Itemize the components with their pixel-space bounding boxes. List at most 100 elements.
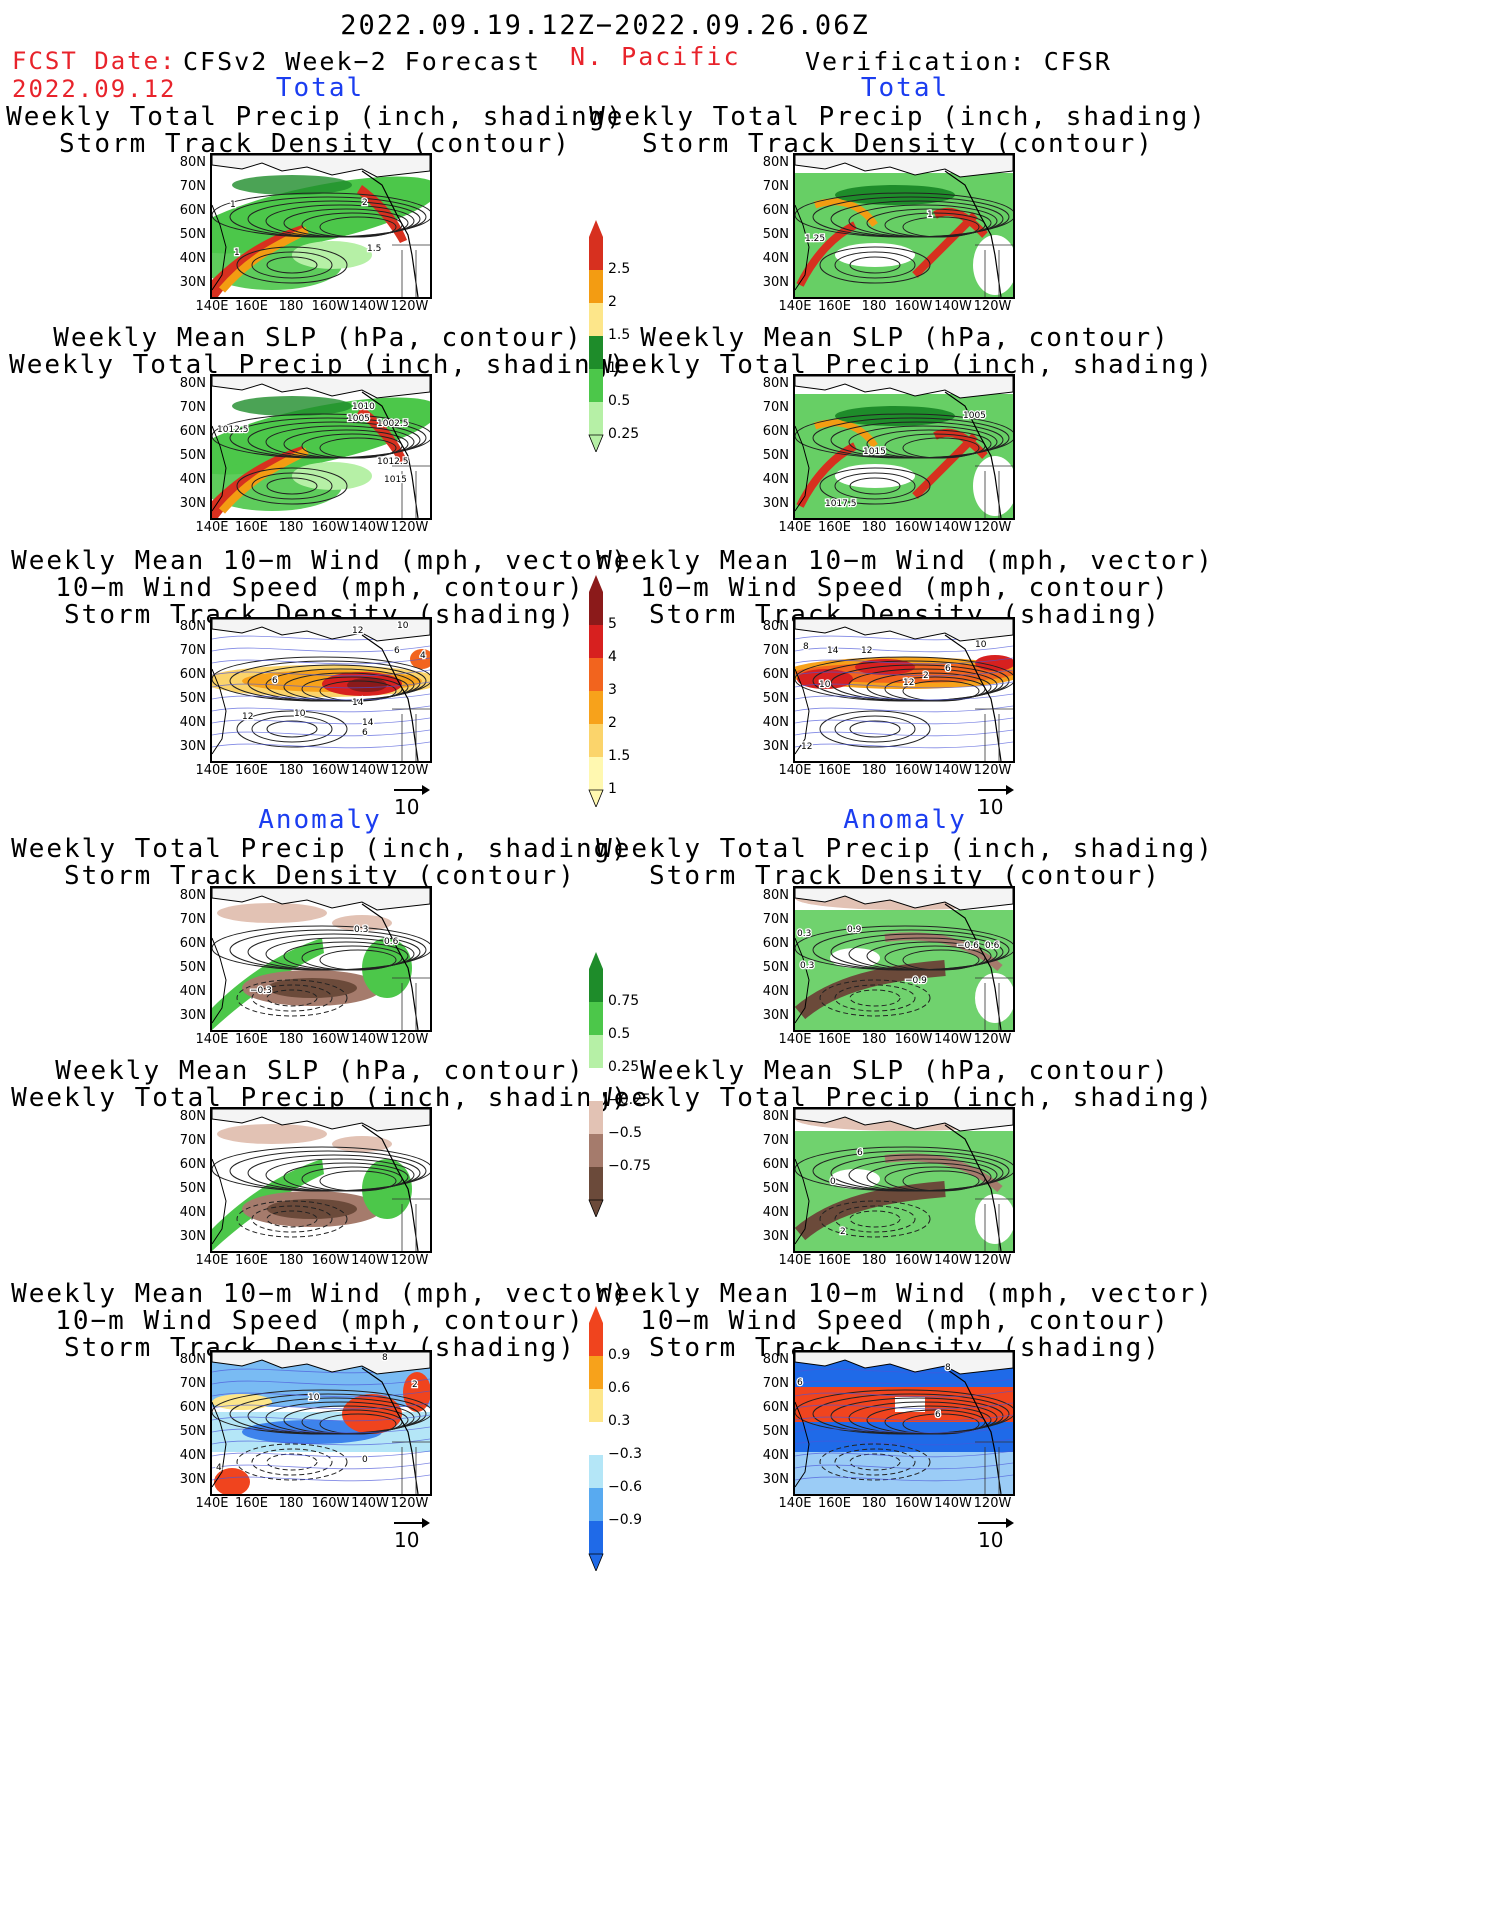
contour-label: 1 bbox=[230, 200, 236, 210]
contour-label: 10 bbox=[397, 621, 409, 631]
lon-tick-label: 180 bbox=[278, 1496, 304, 1511]
contour-label: 4 bbox=[420, 651, 426, 661]
contour-label: 0.9 bbox=[847, 925, 862, 935]
lon-tick-label: 160W bbox=[894, 763, 933, 778]
lat-tick-label: 80N bbox=[762, 376, 789, 391]
contour-label: 0.6 bbox=[985, 941, 1000, 951]
lon-tick-label: 160W bbox=[894, 1032, 933, 1047]
lat-tick-label: 70N bbox=[762, 400, 789, 415]
lon-tick-label: 160E bbox=[817, 1032, 852, 1047]
lat-tick-label: 40N bbox=[762, 1205, 789, 1220]
lat-tick-label: 50N bbox=[179, 1181, 206, 1196]
lon-tick-label: 180 bbox=[278, 763, 304, 778]
contour-label: 8 bbox=[945, 1363, 951, 1373]
title-precip-track-anom-left: Weekly Total Precip (inch, shading) Storm… bbox=[11, 834, 629, 891]
lat-tick-label: 70N bbox=[762, 1133, 789, 1148]
title-slp-precip-right: Weekly Mean SLP (hPa, contour) Weekly Tot… bbox=[596, 323, 1214, 380]
lat-tick-label: 40N bbox=[179, 472, 206, 487]
lon-tick-label: 160E bbox=[234, 1253, 269, 1268]
lon-tick-label: 140E bbox=[195, 1032, 229, 1047]
lon-tick-label: 160W bbox=[311, 763, 350, 778]
lon-tick-label: 140E bbox=[195, 763, 229, 778]
colorbar-label: −0.5 bbox=[608, 1125, 642, 1141]
colorbar-label: −0.75 bbox=[608, 1158, 651, 1174]
colorbar-label: 0.6 bbox=[608, 1380, 631, 1396]
lat-tick-label: 60N bbox=[762, 667, 789, 682]
contour-label: 6 bbox=[394, 646, 400, 656]
lon-tick-label: 120W bbox=[973, 1032, 1012, 1047]
contour-label: 8 bbox=[382, 1353, 388, 1363]
map-panel-r1: 1 1.25 bbox=[793, 153, 1015, 299]
lat-tick-label: 40N bbox=[179, 984, 206, 999]
lon-tick-label: 140W bbox=[934, 1253, 972, 1268]
colorbar-label: 1 bbox=[608, 360, 617, 376]
lat-tick-label: 70N bbox=[179, 179, 206, 194]
map-panel-l5 bbox=[210, 1107, 432, 1253]
lat-tick-label: 80N bbox=[179, 619, 206, 634]
contour-label: 2 bbox=[412, 1380, 418, 1390]
contour-label: 6 bbox=[272, 676, 278, 686]
lat-tick-label: 30N bbox=[762, 739, 789, 754]
lon-tick-label: 160E bbox=[817, 1253, 852, 1268]
contour-label: 2 bbox=[923, 671, 929, 681]
colorbar-label: 0.5 bbox=[608, 393, 631, 409]
lon-tick-label: 140W bbox=[351, 1253, 389, 1268]
lat-tick-label: 40N bbox=[762, 1448, 789, 1463]
arrow-right-icon bbox=[978, 1518, 1014, 1528]
lon-tick-label: 160E bbox=[817, 520, 852, 535]
title-wind-anom-left: Weekly Mean 10−m Wind (mph, vector) 10−m … bbox=[11, 1279, 629, 1363]
lon-tick-label: 140W bbox=[934, 763, 972, 778]
lat-tick-label: 40N bbox=[179, 715, 206, 730]
lat-tick-label: 60N bbox=[179, 667, 206, 682]
lat-tick-label: 70N bbox=[762, 643, 789, 658]
lon-tick-label: 160W bbox=[894, 1253, 933, 1268]
lat-tick-label: 60N bbox=[762, 203, 789, 218]
lat-tick-label: 70N bbox=[179, 912, 206, 927]
title-slp-precip-left: Weekly Mean SLP (hPa, contour) Weekly Tot… bbox=[9, 323, 627, 380]
map-panel-l3: 12 10 6 4 6 14 12 10 14 6 bbox=[210, 617, 432, 763]
lon-tick-label: 140E bbox=[778, 763, 812, 778]
lon-tick-label: 160W bbox=[311, 1253, 350, 1268]
lat-tick-label: 40N bbox=[762, 984, 789, 999]
lon-tick-label: 140W bbox=[351, 1496, 389, 1511]
lon-tick-label: 140E bbox=[195, 299, 229, 314]
lon-tick-label: 120W bbox=[390, 1496, 429, 1511]
lon-tick-label: 160E bbox=[817, 763, 852, 778]
lon-tick-label: 160W bbox=[894, 520, 933, 535]
contour-label: 1005 bbox=[347, 414, 370, 424]
contour-label: 6 bbox=[797, 1378, 803, 1388]
verification-title: Verification: CFSR bbox=[805, 47, 1112, 76]
lon-tick-label: 180 bbox=[861, 763, 887, 778]
lat-tick-label: 60N bbox=[179, 936, 206, 951]
colorbar-label: 2 bbox=[608, 294, 617, 310]
left-total-heading: Total bbox=[275, 73, 365, 103]
lat-tick-label: 80N bbox=[762, 1109, 789, 1124]
lon-tick-label: 180 bbox=[861, 1496, 887, 1511]
contour-label: 12 bbox=[903, 678, 914, 688]
contour-label: 1012.5 bbox=[377, 457, 409, 467]
lon-tick-label: 120W bbox=[390, 520, 429, 535]
lat-tick-label: 40N bbox=[762, 251, 789, 266]
lon-tick-label: 140E bbox=[778, 299, 812, 314]
lon-tick-label: 120W bbox=[973, 1253, 1012, 1268]
lon-tick-label: 180 bbox=[861, 520, 887, 535]
lat-tick-label: 60N bbox=[179, 424, 206, 439]
lon-tick-label: 180 bbox=[278, 1253, 304, 1268]
lon-tick-label: 160E bbox=[234, 1496, 269, 1511]
colorbar-label: 1 bbox=[608, 781, 617, 797]
lon-tick-label: 120W bbox=[390, 299, 429, 314]
colorbar-label: 0.9 bbox=[608, 1347, 631, 1363]
left-anomaly-heading: Anomaly bbox=[258, 805, 382, 835]
contour-label: 12 bbox=[801, 742, 812, 752]
lat-tick-label: 70N bbox=[762, 179, 789, 194]
lon-tick-label: 140E bbox=[195, 520, 229, 535]
lon-tick-label: 120W bbox=[390, 1032, 429, 1047]
lat-tick-label: 30N bbox=[179, 1472, 206, 1487]
contour-label: 6 bbox=[935, 1410, 941, 1420]
lon-tick-label: 160W bbox=[311, 520, 350, 535]
right-total-heading: Total bbox=[860, 73, 950, 103]
map-panel-l1: 1 2 1 1.5 bbox=[210, 153, 432, 299]
contour-label: 2 bbox=[840, 1227, 846, 1237]
lon-tick-label: 160E bbox=[817, 1496, 852, 1511]
lon-tick-label: 160W bbox=[894, 1496, 933, 1511]
